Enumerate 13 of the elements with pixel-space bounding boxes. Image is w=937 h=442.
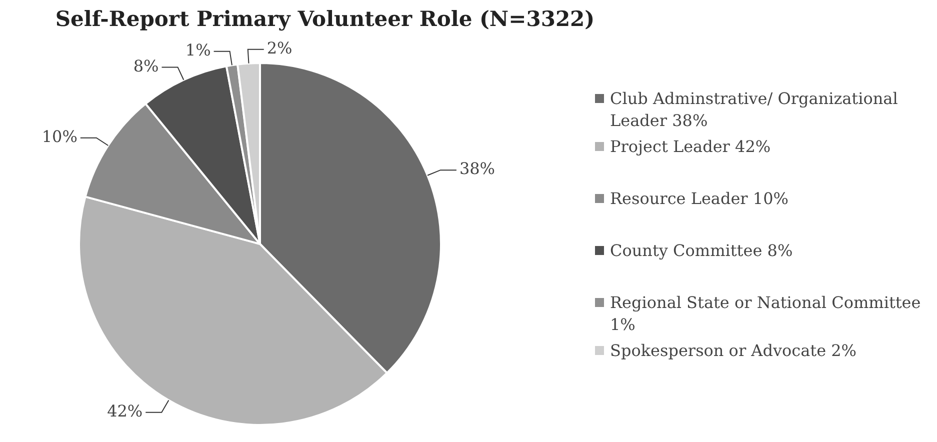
legend-label: Regional State or National Committee 1% xyxy=(610,292,922,336)
legend-label: Spokesperson or Advocate 2% xyxy=(610,340,857,362)
legend-label: Resource Leader 10% xyxy=(610,188,788,210)
data-label: 1% xyxy=(185,40,211,60)
data-label: 2% xyxy=(266,38,292,58)
data-label: 10% xyxy=(42,127,78,146)
legend-label: Club Adminstrative/ Organizational Leader 38% xyxy=(610,88,899,132)
data-label: 8% xyxy=(133,56,159,76)
legend-label: Project Leader 42% xyxy=(610,136,771,158)
data-label: 38% xyxy=(459,159,496,178)
chart-title: Self-Report Primary Volunteer Role (N=3322) xyxy=(54,6,596,31)
legend-label: County Committee 8% xyxy=(610,240,793,262)
data-label: 42% xyxy=(107,402,143,421)
